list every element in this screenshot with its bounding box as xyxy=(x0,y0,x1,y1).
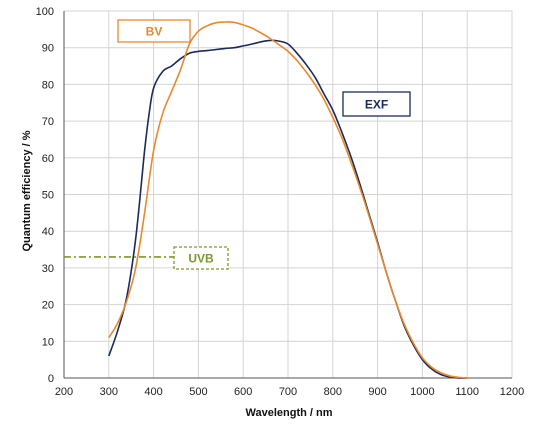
grid xyxy=(63,10,513,379)
y-tick-label: 10 xyxy=(42,336,54,348)
series-label-box-bv xyxy=(117,19,191,43)
x-tick-label: 400 xyxy=(144,386,162,398)
x-tick-label: 1200 xyxy=(500,386,524,398)
y-tick-label: 0 xyxy=(48,373,54,385)
series-lines xyxy=(64,21,468,379)
x-tick-label: 500 xyxy=(189,386,207,398)
series-label-exf: EXF xyxy=(365,98,388,112)
y-tick-label: 70 xyxy=(42,116,54,128)
x-tick-label: 1100 xyxy=(455,386,479,398)
x-tick-label: 700 xyxy=(279,386,297,398)
y-tick-label: 60 xyxy=(42,153,54,165)
y-tick-label: 100 xyxy=(36,6,54,18)
y-axis-title: Quantum efficiency / % xyxy=(21,130,33,251)
axes xyxy=(63,11,512,379)
y-tick-label: 50 xyxy=(42,190,54,202)
x-tick-label: 800 xyxy=(324,386,342,398)
y-tick-label: 40 xyxy=(42,226,54,238)
x-tick-label: 200 xyxy=(55,386,73,398)
x-tick-label: 300 xyxy=(100,386,118,398)
series-labels: EXF BV UVB xyxy=(117,19,411,270)
tick-labels: 200 300 400 500 600 700 800 900 1000 1100 1200 0 10 2… xyxy=(36,6,525,398)
series-label-bv: BV xyxy=(146,25,163,39)
x-axis-title: Wavelength / nm xyxy=(246,407,333,419)
series-label-uvb: UVB xyxy=(188,252,214,266)
series-label-box-uvb xyxy=(173,246,229,270)
series-line-bv xyxy=(108,21,468,379)
x-tick-label: 900 xyxy=(368,386,386,398)
series-label-box-exf xyxy=(342,91,411,117)
y-tick-label: 90 xyxy=(42,43,54,55)
x-tick-label: 1000 xyxy=(410,386,434,398)
y-tick-label: 80 xyxy=(42,79,54,91)
y-tick-label: 30 xyxy=(42,263,54,275)
y-tick-label: 20 xyxy=(42,300,54,312)
x-tick-label: 600 xyxy=(234,386,252,398)
